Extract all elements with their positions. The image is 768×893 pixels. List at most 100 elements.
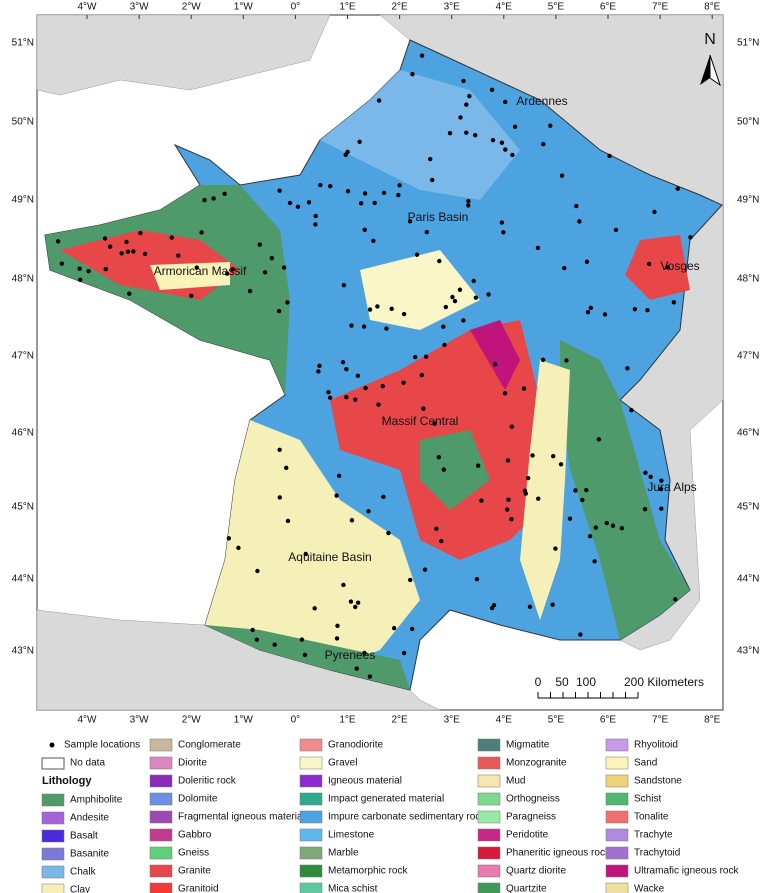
sample-dot xyxy=(318,182,323,188)
sample-dot xyxy=(646,261,652,267)
sample-dot xyxy=(688,235,693,240)
sample-dot xyxy=(225,271,230,276)
legend-swatch xyxy=(299,774,323,788)
lon-label-bottom: 3°E xyxy=(444,715,461,726)
sample-dot xyxy=(461,318,466,323)
sample-dot xyxy=(247,288,253,294)
legend-swatch xyxy=(299,864,323,878)
scale-label: 0 xyxy=(535,675,542,689)
sample-dot xyxy=(535,245,541,251)
lon-label-top: 4°W xyxy=(78,2,98,13)
armorican-sand xyxy=(150,262,230,290)
sample-dot xyxy=(652,209,657,215)
sample-dot xyxy=(401,380,406,385)
legend-label: Mica schist xyxy=(328,884,378,893)
sample-dot xyxy=(176,253,181,258)
sample-dot xyxy=(658,486,664,492)
sample-dot xyxy=(510,152,515,158)
sample-dot xyxy=(548,123,553,128)
sample-dot xyxy=(299,637,305,642)
sample-dot xyxy=(665,265,671,270)
legend-label: Igneous material xyxy=(328,776,402,787)
legend-label: Wacke xyxy=(634,884,665,893)
lat-label-left: 49°N xyxy=(12,195,34,206)
legend-swatch xyxy=(477,828,501,842)
sample-dot xyxy=(295,204,301,210)
legend-label: Gabbro xyxy=(178,830,212,841)
legend-swatch xyxy=(299,810,323,824)
legend-label: Sand xyxy=(634,758,657,769)
legend-swatch xyxy=(149,738,173,752)
sample-dot xyxy=(277,447,282,452)
sample-dot xyxy=(355,600,361,605)
legend-swatch xyxy=(605,774,629,788)
sample-dot xyxy=(262,270,268,275)
sample-dot xyxy=(675,186,680,191)
sample-dot xyxy=(492,362,498,367)
vosges xyxy=(625,235,690,300)
sample-dot xyxy=(277,495,282,500)
region-label: Aquitaine Basin xyxy=(288,550,371,564)
north-label: N xyxy=(704,31,716,48)
legend-swatch xyxy=(477,810,501,824)
sample-dot xyxy=(550,602,555,607)
sample-dot xyxy=(645,307,650,313)
sample-dot xyxy=(334,493,339,498)
legend-label: Chalk xyxy=(70,867,97,878)
legend-label: Dolomite xyxy=(178,794,218,805)
alps xyxy=(560,340,690,640)
legend-swatch xyxy=(149,756,173,770)
sample-dot xyxy=(86,268,91,274)
sample-dot xyxy=(381,494,386,500)
legend-label: Ultramafic igneous rock xyxy=(634,866,739,877)
sample-dot xyxy=(119,251,124,256)
legend-swatch xyxy=(605,828,629,842)
sample-dot xyxy=(341,282,347,288)
sample-dot xyxy=(131,249,136,254)
sample-dot xyxy=(452,298,458,304)
sample-dot xyxy=(419,372,425,378)
legend-swatch xyxy=(299,756,323,770)
sample-dot xyxy=(344,366,349,372)
sample-dot xyxy=(424,229,429,235)
sample-dot xyxy=(189,293,194,299)
sample-dot xyxy=(522,488,528,493)
legend-swatch xyxy=(299,738,323,752)
sample-dot xyxy=(272,642,277,647)
legend-label: Quartzite xyxy=(506,884,547,893)
sample-dot xyxy=(357,139,362,144)
legend-swatch xyxy=(477,864,501,878)
sample-dot xyxy=(340,360,346,365)
sample-dot xyxy=(372,200,377,206)
legend-swatch xyxy=(149,810,173,824)
sample-dot xyxy=(632,307,638,312)
arrow-left xyxy=(700,55,710,85)
sample-dot xyxy=(673,597,678,602)
sample-dot xyxy=(138,230,143,236)
sample-dot xyxy=(604,520,609,526)
sample-dot xyxy=(436,454,442,460)
scale-label: 100 xyxy=(576,675,596,689)
sample-dot xyxy=(659,506,664,511)
sample-dot xyxy=(643,470,648,475)
sample-dot xyxy=(423,354,429,359)
sample-dot xyxy=(230,267,235,272)
sample-dot xyxy=(250,627,255,633)
sample-dot xyxy=(584,259,590,264)
sample-dot xyxy=(380,383,385,389)
sample-dot xyxy=(358,201,364,206)
legend-label: Limestone xyxy=(328,830,375,841)
lon-label-bottom: 3°W xyxy=(130,715,150,726)
legend-label: Orthogneiss xyxy=(506,794,560,805)
sample-dot xyxy=(464,102,469,107)
sample-dot xyxy=(328,183,333,189)
lat-label-right: 47°N xyxy=(737,351,759,362)
sample-dot xyxy=(419,53,425,58)
sample-dot xyxy=(344,394,349,400)
legend-swatch xyxy=(41,757,65,770)
sample-dot xyxy=(467,93,472,99)
sample-dot xyxy=(619,525,625,531)
mc-amphibolite xyxy=(420,430,490,510)
sample-dot xyxy=(457,287,463,292)
sample-dot xyxy=(354,666,359,671)
